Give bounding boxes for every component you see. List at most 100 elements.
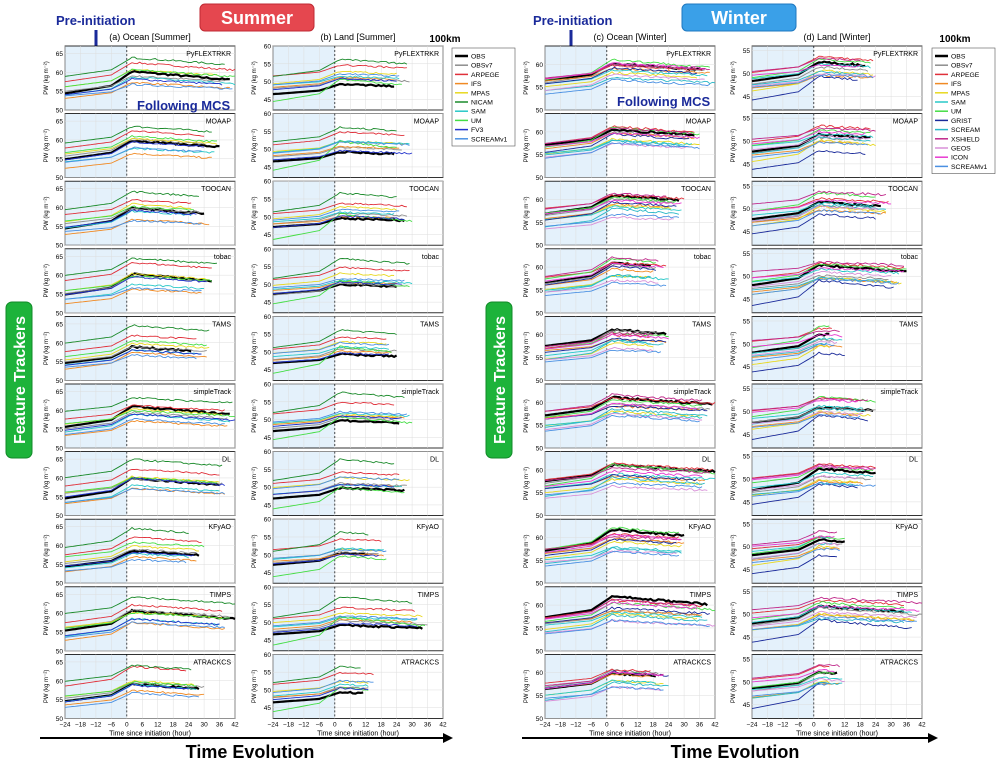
y-tick-label: 55 [56,494,64,501]
series-line-ifs [64,288,202,305]
y-tick-label: 60 [264,449,272,456]
series-line-icon [751,267,905,279]
y-axis-label: PW (kg m⁻²) [731,602,737,636]
y-axis-label: PW (kg m⁻²) [524,467,530,501]
y-tick-label: 55 [264,399,272,406]
panel-dl: 50 55 60 DL PW (kg m⁻²) [524,451,716,520]
y-tick-label: 55 [743,251,751,258]
series-line-scream [751,482,858,495]
series-line-um [64,340,207,358]
tracker-name: TAMS [692,321,711,328]
panel-atrackcs: 50 55 60 ATRACKCS PW (kg m⁻²) −24 −18 −12 −6 0 6 12… [524,654,719,737]
y-tick-label: 45 [264,705,272,712]
series-line-um [272,416,413,441]
series-line-fv3 [64,209,197,228]
series-line-arpege [272,471,400,484]
y-tick-label: 50 [536,716,544,723]
tracker-name: MOAAP [206,119,232,126]
series-line-screamv1 [272,341,390,354]
series-line-arpege [544,668,651,684]
series-line-screamv1 [272,679,374,694]
series-line-screamv1 [751,73,874,88]
y-tick-label: 50 [264,147,272,154]
series-line-screamv1 [272,548,387,559]
time-evolution-label-winter: Time Evolution [671,742,800,762]
series-line-obsv7 [544,263,657,285]
series-line-sam [751,676,843,690]
series-line-obs [64,405,230,428]
series-line-nicam [64,596,236,614]
y-tick-label: 55 [56,562,64,569]
y-tick-label: 45 [743,702,751,709]
x-tick-label: 24 [185,721,193,728]
legend-group: OBS OBSv7 ARPEGE IFS MPAS NICAM SAM UM FV3 SCREAM… [451,47,996,174]
series-line-um [272,555,387,578]
y-tick-label: 60 [56,70,64,77]
y-axis-label: PW (kg m⁻²) [524,61,530,95]
series-line-obsv7 [544,197,674,216]
series-line-obs [272,82,395,96]
series-line-grist [751,351,845,373]
series-line-xshield [544,127,692,145]
panel-kfyao: 50 55 60 KFyAO PW (kg m⁻²) [524,518,716,588]
y-tick-label: 50 [56,243,64,250]
series-line-obs [751,467,876,492]
series-line-um [64,205,194,222]
legend-entry: XSHiELD [951,136,980,143]
tracker-name: simpleTrack [674,389,712,396]
series-line-xshield [544,331,654,348]
y-tick-label: 45 [743,567,751,574]
series-line-xshield [751,664,840,679]
series-line-screamv1 [544,481,703,496]
y-tick-label: 55 [264,129,272,136]
series-line-obs [64,140,220,161]
series-line-obsv7 [751,606,923,626]
series-line-icon [751,604,920,619]
series-line-xshield [544,192,667,210]
series-line-nicam [272,458,395,481]
series-line-nicam [64,190,199,211]
y-tick-label: 55 [536,423,544,430]
y-tick-label: 50 [264,417,272,424]
series-line-um [64,68,236,88]
series-line-um [64,410,235,425]
series-line-obsv7 [272,550,379,564]
series-line-geos [751,678,845,692]
y-tick-label: 55 [264,264,272,271]
y-axis-label: PW (kg m⁻²) [731,534,737,568]
series-line-arpege [751,665,830,680]
series-line-arpege [751,262,905,279]
y-tick-label: 50 [743,477,751,484]
panel-kfyao: 50 55 60 65 KFyAO PW (kg m⁻²) [44,518,236,588]
series-line-mpas [751,544,835,566]
panel-toocan: 45 50 55 TOOCAN PW (kg m⁻²) [731,180,923,246]
series-line-icon [544,402,697,420]
tracker-name: simpleTrack [194,389,232,396]
series-line-screamv1 [544,618,710,635]
tracker-name: simpleTrack [402,389,440,396]
y-tick-label: 50 [264,79,272,86]
series-line-arpege [64,603,223,624]
x-tick-label: 24 [872,721,880,728]
series-line-icon [544,132,700,147]
series-line-nicam [64,125,212,144]
y-tick-label: 45 [743,499,751,506]
legend-entry: SAM [951,100,966,107]
tracker-name: MOAAP [893,119,919,126]
series-line-um [751,129,871,146]
y-tick-label: 55 [536,85,544,92]
series-line-grist [751,278,894,307]
series-line-icon [544,62,705,80]
series-line-xshield [751,463,876,479]
series-line-ifs [751,547,840,561]
x-tick-label: −12 [298,721,309,728]
x-axis-label: Time since initiation (hour) [109,730,191,737]
panel-dl: 50 55 60 65 DL PW (kg m⁻²) [44,451,236,520]
series-line-icon [751,669,835,683]
panel-tobac: 50 55 60 tobac PW (kg m⁻²) [524,248,716,317]
series-line-obs [544,595,708,619]
y-tick-label: 45 [264,97,272,104]
panel-tams: 50 55 60 65 TAMS PW (kg m⁻²) [44,315,236,385]
series-line-sam [64,413,230,433]
series-line-xshield [544,63,710,79]
